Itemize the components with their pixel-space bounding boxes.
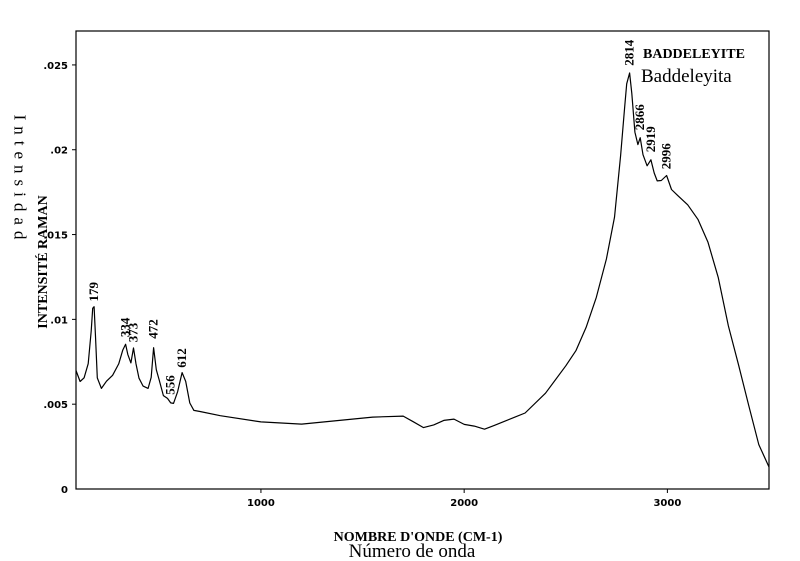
peak-label: 334 <box>118 317 133 337</box>
peak-label: 556 <box>163 375 178 395</box>
y-tick-label: .015 <box>43 231 68 242</box>
y-tick-label: .025 <box>43 61 68 72</box>
peak-label: 2814 <box>622 39 637 66</box>
peak-label: 612 <box>174 348 189 368</box>
spectrum-series <box>75 72 770 468</box>
y-tick-label: .005 <box>43 400 68 411</box>
y-axis-ticks: .005 .01 .015 .02 .025 0 <box>43 61 76 496</box>
peak-label: 472 <box>146 319 161 339</box>
x-axis-label-secondary: Número de onda <box>349 541 476 561</box>
spectrum-line <box>75 72 770 468</box>
y-tick-label: .01 <box>50 315 68 326</box>
x-axis-ticks: 1000 2000 3000 <box>247 489 681 509</box>
x-tick-label: 2000 <box>450 498 478 509</box>
x-axis-label: NOMBRE D'ONDE (CM-1) <box>334 530 503 545</box>
plot-axes <box>75 30 770 490</box>
peak-label: 2866 <box>632 104 647 131</box>
y-axis-label-secondary: Intensidad <box>11 115 30 246</box>
x-tick-label: 1000 <box>247 498 275 509</box>
y-tick-label: .02 <box>50 146 68 157</box>
chart-subtitle: Baddeleyita <box>641 66 732 87</box>
peak-label: 2919 <box>643 126 658 153</box>
y-axis-label: INTENSITÉ RAMAN <box>34 195 51 328</box>
peak-label: 2996 <box>659 143 674 170</box>
chart-title: BADDELEYITE <box>643 47 745 62</box>
y-tick-label-zero: 0 <box>61 485 68 496</box>
plot-frame <box>75 30 770 490</box>
x-tick-label: 3000 <box>653 498 681 509</box>
peak-label: 179 <box>86 282 101 302</box>
peak-label: 373 <box>126 322 141 342</box>
